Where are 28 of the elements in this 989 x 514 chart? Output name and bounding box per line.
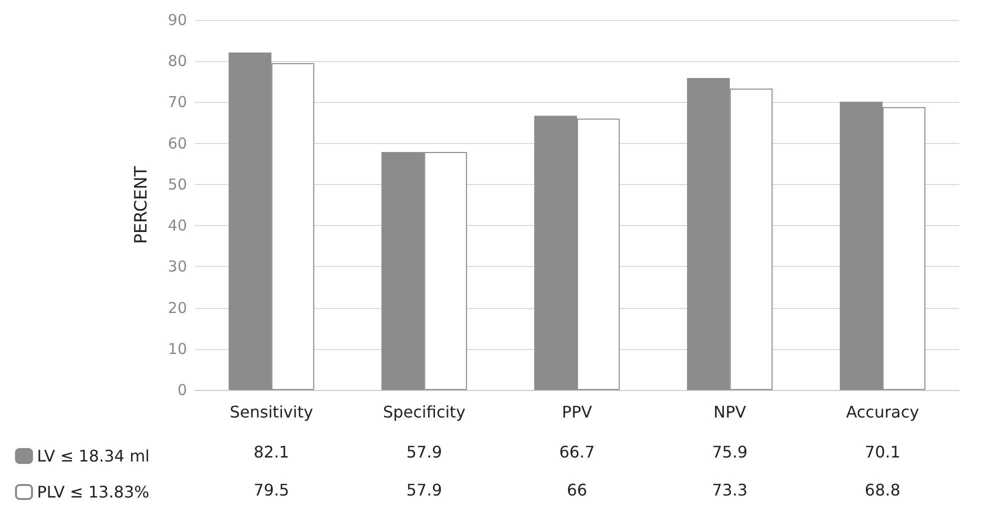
x-tick-label: NPV xyxy=(714,402,746,422)
data-label: 79.5 xyxy=(254,480,290,500)
data-label: 70.1 xyxy=(864,442,900,462)
y-tick-label: 90 xyxy=(168,11,187,29)
y-tick-label: 0 xyxy=(177,381,187,399)
x-tick-label: PPV xyxy=(562,402,592,422)
y-tick-label: 30 xyxy=(168,258,187,276)
y-tick-label: 10 xyxy=(168,340,187,358)
data-label: 57.9 xyxy=(406,442,442,462)
x-tick-label: Sensitivity xyxy=(230,402,314,422)
y-tick-label: 40 xyxy=(168,216,187,235)
y-tick-label: 20 xyxy=(168,298,187,317)
legend-label: LV ≤ 18.34 ml xyxy=(37,446,150,466)
legend-label: PLV ≤ 13.83% xyxy=(37,482,150,502)
y-tick-label: 70 xyxy=(168,93,187,112)
data-label: 82.1 xyxy=(254,442,290,462)
data-label: 66 xyxy=(566,480,588,500)
y-tick-label: 80 xyxy=(168,52,187,70)
y-tick-label: 60 xyxy=(168,134,187,152)
y-axis-title: PERCENT xyxy=(132,166,152,244)
data-label: 66.7 xyxy=(559,442,595,462)
x-tick-label: Specificity xyxy=(382,402,466,422)
data-label: 68.8 xyxy=(864,480,900,500)
data-label: 57.9 xyxy=(406,480,442,500)
y-tick-label: 50 xyxy=(168,175,187,194)
data-label: 73.3 xyxy=(712,480,748,500)
data-label: 75.9 xyxy=(712,442,748,462)
x-tick-label: Accuracy xyxy=(846,402,920,422)
